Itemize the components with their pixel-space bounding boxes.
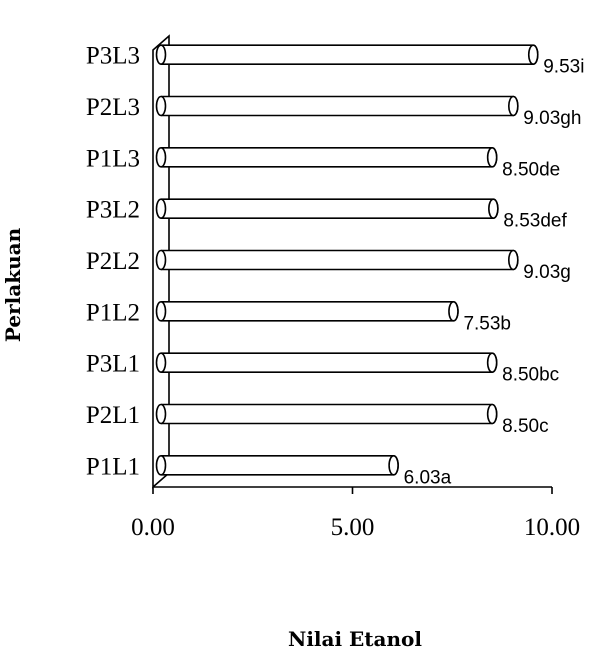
- bar: [161, 403, 498, 425]
- bar-end-cap: [388, 455, 399, 476]
- data-label: 6.03a: [404, 467, 452, 488]
- bar-end-cap: [507, 249, 519, 271]
- data-label: 8.50de: [502, 159, 560, 180]
- bar-end-cap: [486, 403, 498, 425]
- category-label: P2L3: [86, 94, 140, 121]
- category-label: P1L3: [86, 145, 140, 172]
- y-axis-title: Perlakuan: [1, 227, 25, 342]
- bar: [161, 95, 519, 117]
- bar: [161, 301, 459, 322]
- bar-cap: [155, 44, 167, 65]
- bar-cap: [155, 249, 167, 271]
- category-label: P1L2: [86, 299, 140, 326]
- bar-end-cap: [486, 147, 498, 168]
- bar-cap: [155, 403, 167, 425]
- data-label: 8.50bc: [502, 365, 559, 386]
- bar-cap: [155, 301, 167, 322]
- category-label: P3L2: [86, 197, 140, 224]
- bar: [161, 249, 519, 271]
- x-axis-title: Nilai Etanol: [288, 627, 422, 651]
- category-label: P1L1: [86, 453, 140, 480]
- category-label: P3L3: [86, 43, 140, 70]
- bar: [161, 198, 499, 219]
- y-axis-wall: [152, 34, 170, 489]
- chart-labels: P1L1 6.03a P2L1 8.50c P3L1 8.50bc P1L2 7.53b P2L…: [86, 43, 585, 489]
- chart-bars: [155, 44, 539, 476]
- bar-cap: [155, 455, 167, 476]
- bar-end-cap: [527, 44, 539, 65]
- data-label: 7.53b: [463, 313, 511, 334]
- category-label: P2L2: [86, 248, 140, 275]
- bar: [161, 147, 498, 168]
- data-label: 9.53i: [543, 57, 584, 78]
- bar: [161, 44, 539, 65]
- data-label: 9.03gh: [523, 108, 581, 129]
- bar-end-cap: [488, 198, 499, 219]
- bar-end-cap: [448, 301, 459, 322]
- bar-end-cap: [486, 352, 498, 373]
- bar-cap: [155, 352, 167, 373]
- category-label: P2L1: [86, 402, 140, 429]
- bar-end-cap: [507, 95, 519, 117]
- bar-cap: [155, 198, 167, 219]
- data-label: 8.53def: [503, 211, 567, 232]
- bar-cap: [155, 95, 167, 117]
- category-label: P3L1: [86, 351, 140, 378]
- bar: [161, 352, 498, 373]
- chart-axes: 0.00 5.00 10.00: [131, 34, 580, 541]
- data-label: 8.50c: [502, 416, 548, 437]
- bar: [161, 455, 399, 476]
- x-tick-label: 5.00: [331, 514, 375, 541]
- bar-cap: [155, 147, 167, 168]
- data-label: 9.03g: [523, 262, 571, 283]
- x-tick-label: 0.00: [131, 514, 175, 541]
- x-tick-label: 10.00: [524, 514, 580, 541]
